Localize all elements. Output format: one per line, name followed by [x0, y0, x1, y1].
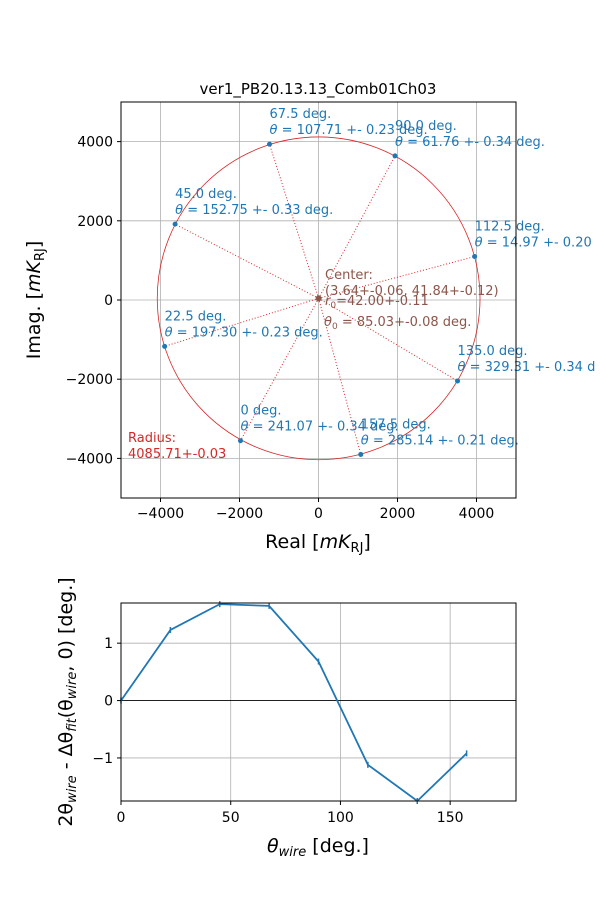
bottom-ylabel: 2θwire - Δθfit(θwire, 0) [deg.] [55, 577, 80, 826]
point-angle-label: 45.0 deg. [175, 187, 237, 202]
bottom-plot-area [120, 601, 468, 804]
radial-line [240, 298, 320, 441]
top-ytick-label: 4000 [77, 135, 113, 151]
point-angle-label: 157.5 deg. [361, 417, 431, 432]
residual-chart: 0 50 100 150 −1 0 1 θwire [deg.] 2θwire - Δθfi… [55, 577, 517, 860]
point-theta-label: θ = 197.30 +- 0.23 deg. [165, 325, 323, 340]
top-ylabel: Imag. [mKRJ] [23, 241, 48, 360]
top-ytick-label: 2000 [77, 214, 113, 230]
radial-line [318, 297, 458, 382]
point-theta-label: θ = 152.75 +- 0.33 deg. [175, 203, 333, 218]
bottom-xtick-label: 50 [222, 810, 240, 826]
radial-line [174, 223, 319, 299]
top-ytick-label: −2000 [66, 372, 113, 388]
point-theta-label: θ = 61.76 +- 0.34 deg. [395, 135, 545, 150]
top-ytick-label: 0 [104, 293, 113, 309]
bottom-ytick-label: −1 [92, 751, 113, 767]
top-grid [121, 102, 516, 498]
top-xtick-label: 4000 [459, 506, 495, 522]
top-ticks: −4000 −2000 0 2000 4000 −4000 −2000 0 2000 4000 [66, 135, 495, 522]
bottom-xlabel: θwire [deg.] [267, 835, 369, 860]
point-theta-label: θ = 107.71 +- 0.23 deg. [270, 123, 428, 138]
bottom-ticks: 0 50 100 150 −1 0 1 [92, 636, 463, 826]
top-xtick-label: −2000 [216, 506, 263, 522]
data-point [267, 141, 273, 147]
point-theta-label: θ = 329.31 +- 0.34 d [458, 360, 596, 375]
bottom-xtick-label: 0 [117, 810, 126, 826]
theta0-label: θ0 = 85.03+-0.08 deg. [324, 315, 471, 332]
top-plot-area: 0 deg.θ = 241.07 +- 0.34 deg.22.5 deg.θ … [156, 107, 596, 461]
fit-circle [156, 136, 481, 461]
point-angle-label: 112.5 deg. [475, 220, 545, 235]
bottom-xtick-label: 150 [437, 810, 464, 826]
top-xtick-label: −4000 [137, 506, 184, 522]
data-point [358, 451, 364, 457]
center-value: (3.64+-0.06, 41.84+-0.12) [325, 284, 499, 299]
point-angle-label: 22.5 deg. [165, 309, 227, 324]
data-point [455, 378, 461, 384]
data-point [162, 343, 168, 349]
top-axes-frame [120, 101, 517, 499]
data-point [392, 153, 398, 159]
center-label: Center: [325, 268, 373, 283]
point-angle-label: 90.0 deg. [395, 119, 457, 134]
top-xtick-label: 2000 [380, 506, 416, 522]
bottom-ytick-label: 1 [104, 636, 113, 652]
data-point [472, 254, 478, 260]
point-theta-label: θ = 285.14 +- 0.21 deg. [361, 433, 519, 448]
point-angle-label: 0 deg. [240, 404, 281, 419]
top-xlabel: Real [mKRJ] [265, 531, 371, 556]
point-angle-label: 135.0 deg. [458, 344, 528, 359]
radius-value: 4085.71+-0.03 [128, 447, 226, 462]
data-point [237, 438, 243, 444]
bottom-xtick-label: 100 [327, 810, 354, 826]
radial-line [269, 144, 320, 299]
top-xtick-label: 0 [314, 506, 323, 522]
bottom-ytick-label: 0 [104, 694, 113, 710]
radius-label: Radius: [128, 431, 176, 446]
residual-line [120, 603, 468, 803]
top-title: ver1_PB20.13.13_Comb01Ch03 [200, 80, 437, 99]
r0-label: r0=42.00+-0.11 [325, 294, 429, 311]
bottom-axes-frame [120, 602, 517, 802]
polar-fit-chart: 0 deg.θ = 241.07 +- 0.34 deg.22.5 deg.θ … [23, 80, 595, 556]
bottom-grid [120, 603, 516, 801]
top-ytick-label: −4000 [66, 451, 113, 467]
point-theta-label: θ = 241.07 +- 0.34 deg. [240, 420, 398, 435]
point-angle-label: 67.5 deg. [270, 107, 332, 122]
data-point [172, 221, 178, 227]
center-point [315, 295, 322, 302]
point-theta-label: θ = 14.97 +- 0.20 [475, 236, 592, 251]
